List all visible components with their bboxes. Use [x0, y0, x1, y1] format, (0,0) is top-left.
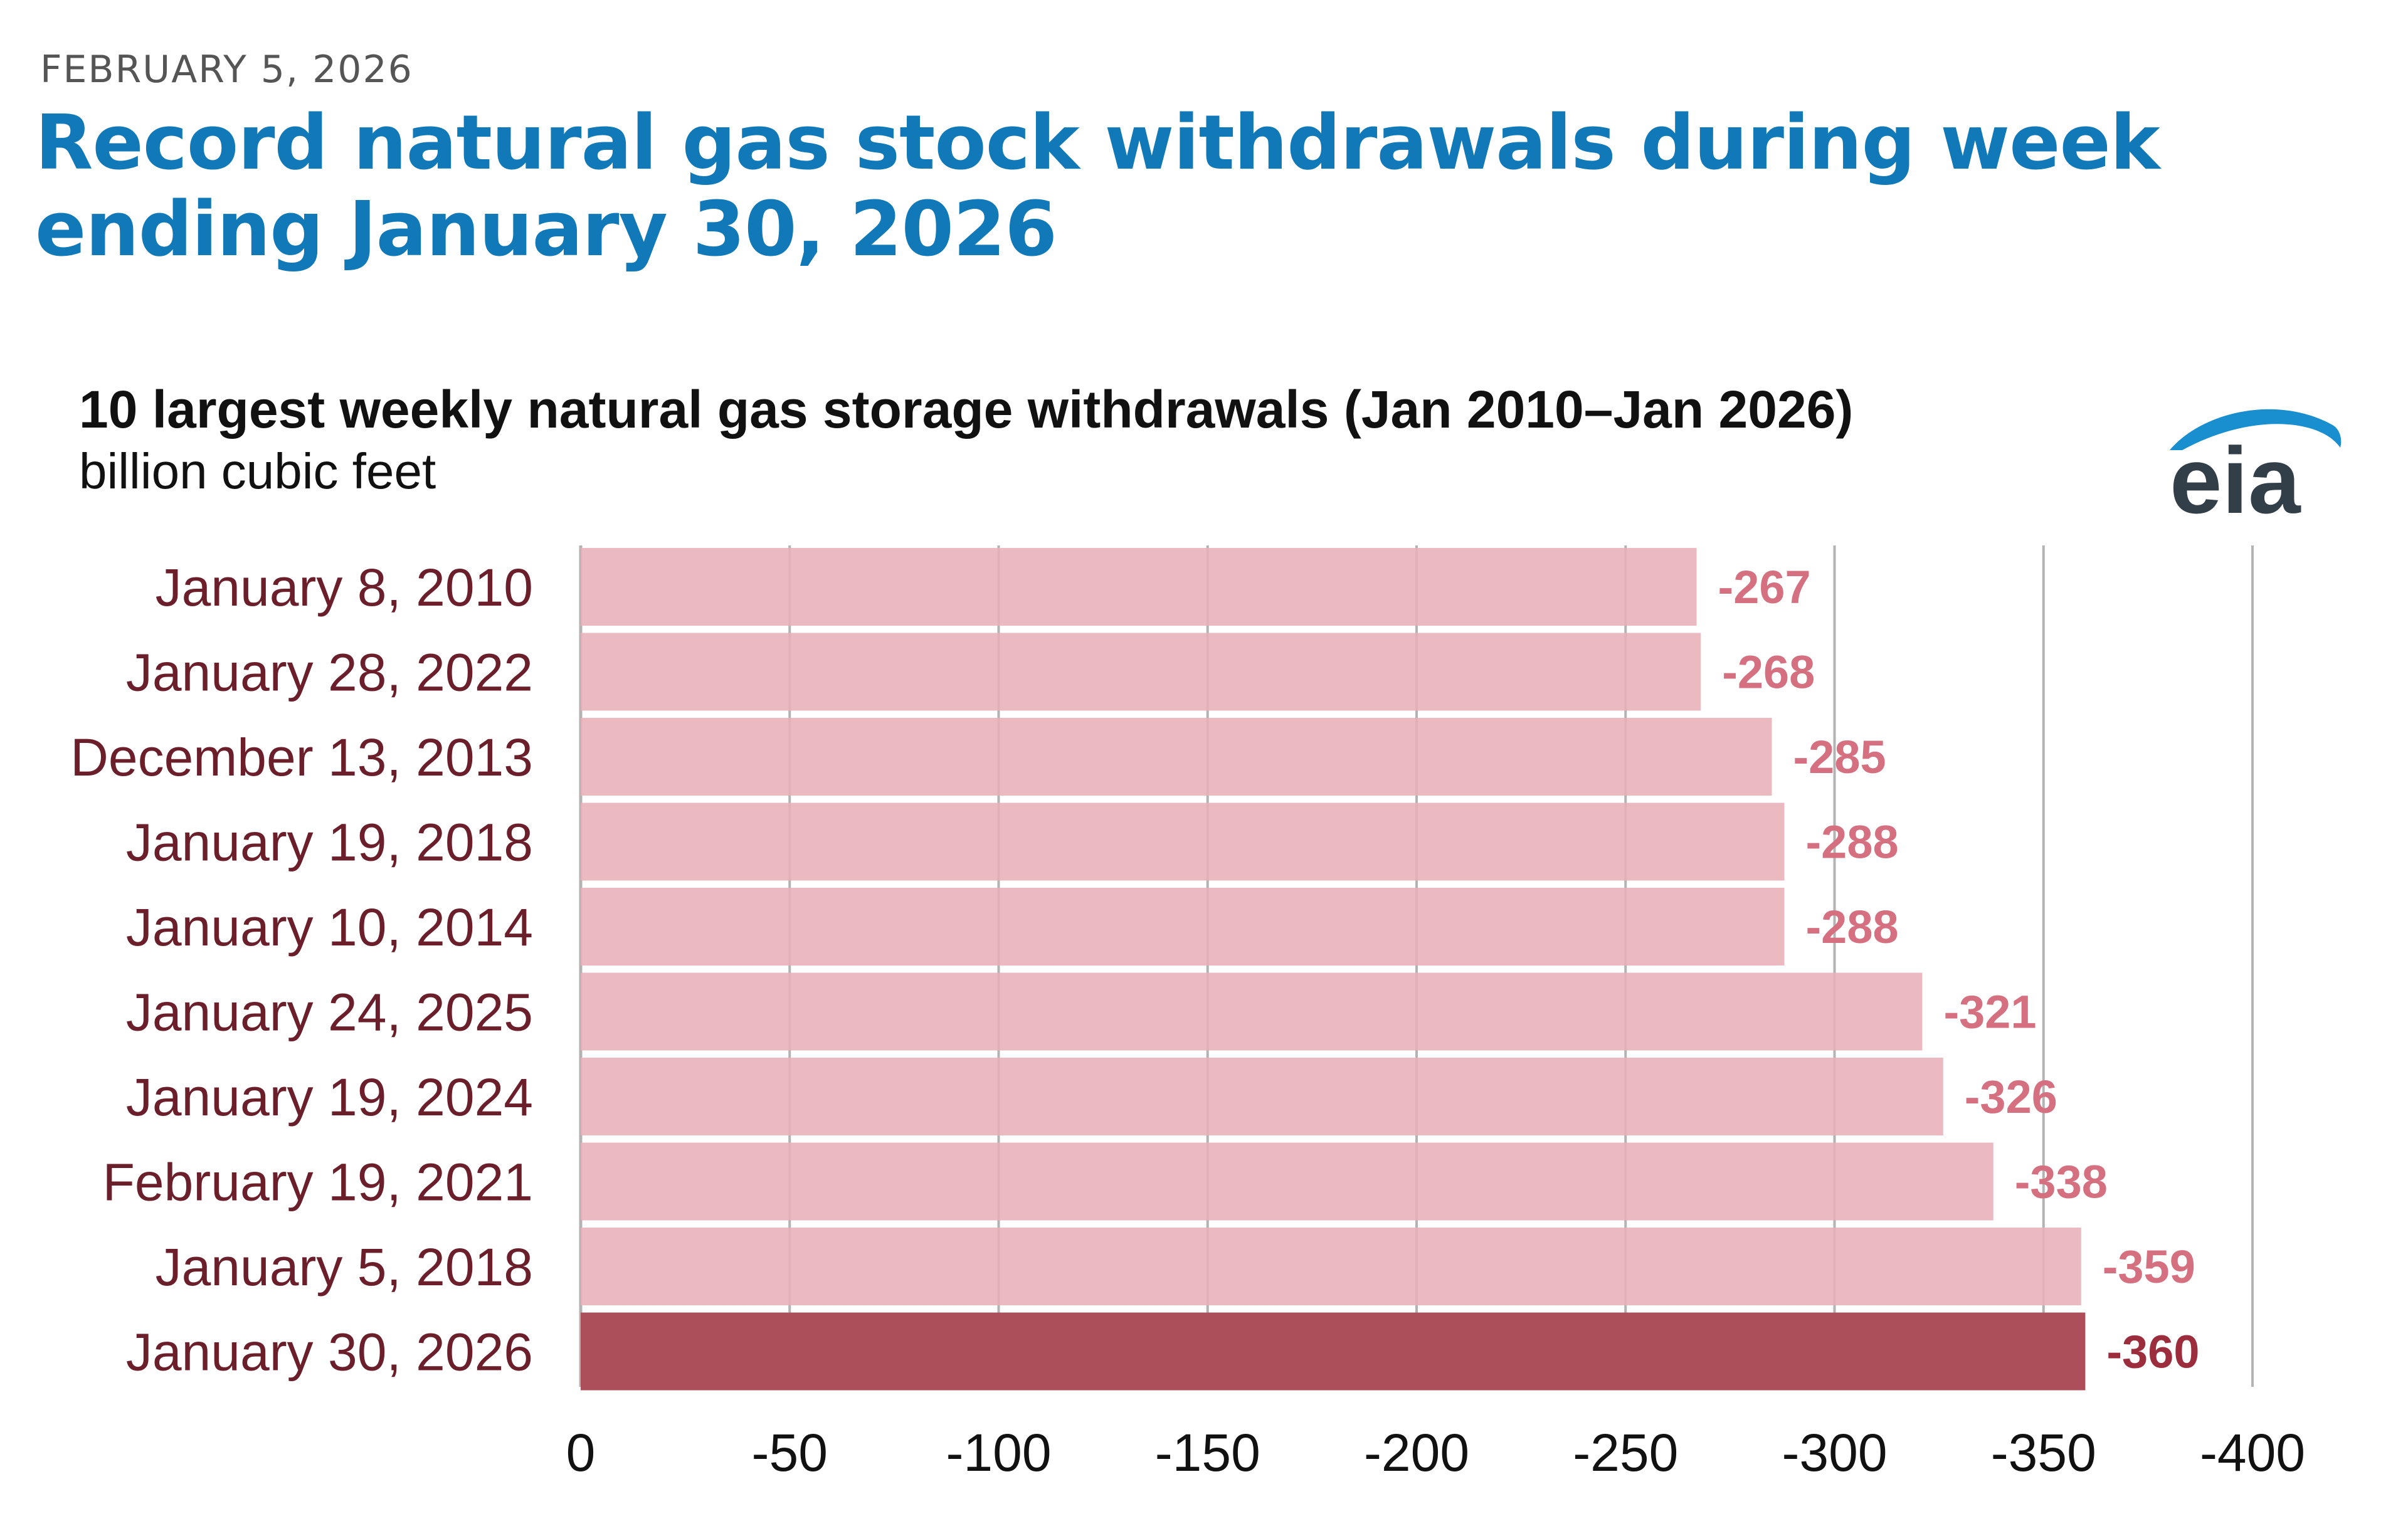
x-tick-label: 0 [566, 1423, 596, 1482]
data-label: -285 [1793, 731, 1886, 783]
x-tick-label: -250 [1573, 1423, 1678, 1482]
category-label: January 28, 2022 [126, 643, 533, 702]
data-label: -288 [1806, 901, 1899, 953]
category-label: December 13, 2013 [70, 728, 533, 787]
bars [581, 548, 2086, 1391]
bar [581, 972, 1923, 1051]
data-label: -338 [2015, 1156, 2108, 1208]
bar [581, 718, 1772, 796]
category-label: January 30, 2026 [126, 1323, 533, 1382]
bar [581, 1312, 2086, 1391]
eia-logo-swoosh-icon [2170, 409, 2342, 450]
data-label: -268 [1722, 646, 1815, 698]
category-label: February 19, 2021 [103, 1153, 533, 1212]
chart-subtitle: billion cubic feet [79, 443, 436, 499]
data-label: -359 [2103, 1241, 2195, 1293]
category-label: January 10, 2014 [126, 898, 533, 957]
x-tick-label: -50 [752, 1423, 828, 1482]
data-labels: -267 -268 -285 -288 -288 -321 -326 -338 -359 -360 [1718, 561, 2200, 1378]
category-label: January 5, 2018 [156, 1238, 533, 1297]
eia-logo-text: eia [2170, 428, 2301, 525]
chart-title: 10 largest weekly natural gas storage wi… [79, 380, 1854, 439]
headline: Record natural gas stock withdrawals dur… [35, 100, 2160, 273]
category-label: January 24, 2025 [126, 983, 533, 1042]
data-label: -360 [2106, 1326, 2199, 1378]
category-label: January 8, 2010 [156, 558, 533, 617]
data-label: -288 [1806, 816, 1899, 868]
bar [581, 1058, 1943, 1135]
bar [581, 1142, 1993, 1221]
x-tick-label: -100 [946, 1423, 1051, 1482]
bar [581, 888, 1785, 966]
x-tick-label: -200 [1364, 1423, 1469, 1482]
bar [581, 1228, 2081, 1305]
x-tick-label: -400 [2200, 1423, 2305, 1482]
bar [581, 633, 1701, 711]
x-tick-label: -150 [1155, 1423, 1260, 1482]
category-labels: January 8, 2010 January 28, 2022 December … [70, 558, 533, 1382]
bar [581, 802, 1785, 881]
category-label: January 19, 2018 [126, 813, 533, 872]
x-tick-label: -300 [1782, 1423, 1887, 1482]
category-label: January 19, 2024 [126, 1068, 533, 1127]
data-label: -267 [1718, 561, 1811, 613]
eia-logo: eia [2170, 409, 2342, 525]
data-label: -326 [1965, 1071, 2057, 1123]
publication-date: FEBRUARY 5, 2026 [40, 48, 413, 92]
bar [581, 548, 1697, 626]
x-axis: 0 -50 -100 -150 -200 -250 -300 -350 -400 [566, 1423, 2305, 1482]
x-tick-label: -350 [1991, 1423, 2096, 1482]
data-label: -321 [1943, 986, 2036, 1038]
